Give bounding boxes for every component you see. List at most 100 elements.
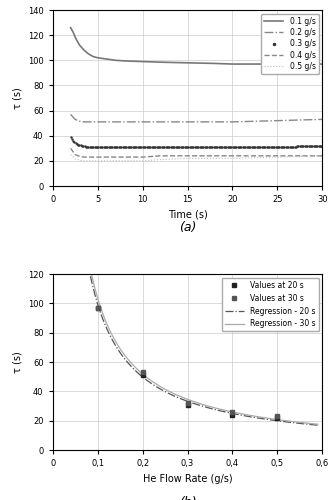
0.4 g/s (73, 152, 77, 158)
0.2 g/s (96, 119, 100, 125)
Line: 0.5 g/s: 0.5 g/s (71, 154, 322, 161)
Regression - 20 s (75, 182, 79, 188)
0.2 g/s (87, 119, 90, 125)
Values at 20 s (96, 304, 100, 310)
0.3 g/s (309, 143, 313, 149)
Regression - 30 s (249, 412, 253, 418)
0.5 g/s (159, 156, 163, 162)
0.4 g/s (114, 154, 117, 160)
Values at 30 s (186, 400, 190, 406)
0.1 g/s (82, 47, 86, 53)
0.5 g/s (69, 152, 73, 158)
0.2 g/s (105, 119, 109, 125)
0.5 g/s (114, 158, 117, 164)
0.4 g/s (320, 153, 324, 159)
0.1 g/s (231, 61, 235, 67)
0.5 g/s (105, 158, 109, 164)
0.3 g/s (320, 143, 324, 149)
0.5 g/s (186, 156, 190, 162)
0.3 g/s (117, 144, 121, 150)
Legend: 0.1 g/s, 0.2 g/s, 0.3 g/s, 0.4 g/s, 0.5 g/s: 0.1 g/s, 0.2 g/s, 0.3 g/s, 0.4 g/s, 0.5 … (261, 14, 318, 74)
0.4 g/s (78, 154, 82, 160)
Line: 0.2 g/s: 0.2 g/s (71, 114, 322, 122)
Y-axis label: τ (s): τ (s) (12, 87, 22, 109)
Line: 0.3 g/s: 0.3 g/s (70, 136, 323, 148)
X-axis label: Time (s): Time (s) (168, 210, 207, 220)
Values at 30 s (140, 370, 144, 376)
0.1 g/s (114, 58, 117, 64)
0.3 g/s (300, 144, 304, 150)
0.2 g/s (213, 119, 216, 125)
0.5 g/s (96, 158, 100, 164)
Values at 30 s (96, 304, 100, 310)
0.4 g/s (96, 154, 100, 160)
0.5 g/s (82, 158, 86, 164)
Legend: Values at 20 s, Values at 30 s, Regression - 20 s, Regression - 30 s: Values at 20 s, Values at 30 s, Regressi… (222, 278, 318, 332)
0.4 g/s (82, 154, 86, 160)
Text: (a): (a) (179, 221, 196, 234)
0.1 g/s (87, 51, 90, 57)
Regression - 30 s (316, 421, 320, 427)
0.2 g/s (123, 119, 127, 125)
Line: Regression - 30 s: Regression - 30 s (77, 174, 318, 424)
0.3 g/s (88, 144, 91, 150)
Values at 20 s (231, 412, 235, 418)
0.1 g/s (91, 54, 95, 60)
0.5 g/s (320, 153, 324, 159)
Line: 0.4 g/s: 0.4 g/s (71, 148, 322, 157)
Regression - 30 s (227, 408, 231, 414)
Y-axis label: τ (s): τ (s) (12, 351, 22, 373)
0.5 g/s (78, 157, 82, 163)
0.5 g/s (140, 158, 144, 164)
Regression - 20 s (249, 414, 253, 420)
0.1 g/s (320, 61, 324, 67)
0.5 g/s (213, 156, 216, 162)
Line: 0.1 g/s: 0.1 g/s (71, 28, 322, 64)
0.1 g/s (96, 55, 100, 61)
0.2 g/s (69, 112, 73, 117)
0.1 g/s (275, 61, 279, 67)
Regression - 20 s (154, 384, 158, 390)
0.5 g/s (231, 156, 235, 162)
Text: (b): (b) (179, 496, 196, 500)
Regression - 20 s (250, 414, 254, 420)
0.4 g/s (186, 153, 190, 159)
Regression - 20 s (104, 324, 108, 330)
0.2 g/s (114, 119, 117, 125)
0.4 g/s (275, 153, 279, 159)
0.2 g/s (186, 119, 190, 125)
0.2 g/s (82, 119, 86, 125)
Values at 20 s (186, 402, 190, 407)
0.1 g/s (159, 59, 163, 65)
0.3 g/s (137, 144, 141, 150)
0.3 g/s (79, 142, 83, 148)
0.4 g/s (231, 153, 235, 159)
Regression - 20 s (171, 392, 175, 398)
Regression - 30 s (171, 390, 175, 396)
0.1 g/s (213, 60, 216, 66)
0.1 g/s (78, 42, 82, 48)
0.4 g/s (140, 154, 144, 160)
0.2 g/s (78, 118, 82, 124)
0.1 g/s (74, 36, 78, 42)
0.1 g/s (69, 24, 73, 30)
0.1 g/s (105, 56, 109, 62)
Regression - 30 s (104, 320, 108, 326)
Regression - 30 s (75, 170, 79, 176)
Line: Values at 20 s: Values at 20 s (95, 306, 280, 420)
0.5 g/s (123, 158, 127, 164)
Regression - 20 s (227, 410, 231, 416)
0.1 g/s (71, 30, 75, 36)
0.2 g/s (320, 116, 324, 122)
0.1 g/s (140, 58, 144, 64)
0.4 g/s (213, 153, 216, 159)
0.5 g/s (73, 156, 77, 162)
X-axis label: He Flow Rate (g/s): He Flow Rate (g/s) (143, 474, 232, 484)
0.2 g/s (231, 119, 235, 125)
0.2 g/s (73, 116, 77, 122)
0.5 g/s (275, 154, 279, 160)
0.2 g/s (159, 119, 163, 125)
Line: Values at 30 s: Values at 30 s (95, 306, 280, 418)
Values at 30 s (231, 409, 235, 415)
0.4 g/s (123, 154, 127, 160)
